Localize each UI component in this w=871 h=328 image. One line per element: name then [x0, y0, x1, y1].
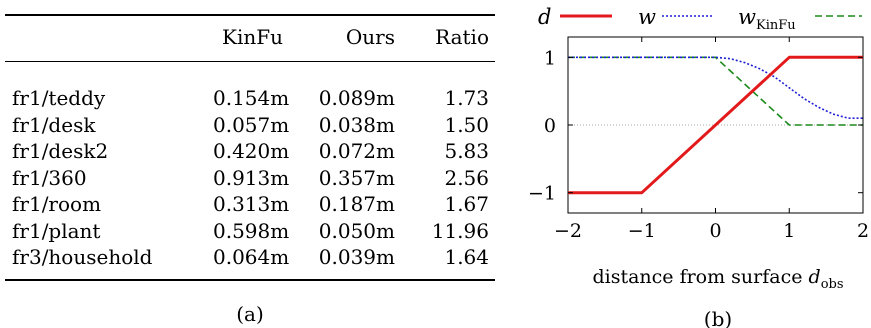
series-d-line [568, 55, 863, 195]
y-tick-label: 1 [544, 47, 556, 69]
table-cell-ours-error: 0.187m [318, 192, 395, 216]
table-header-rule [5, 61, 495, 62]
x-axis-label: distance from surface dobs [592, 266, 843, 292]
table-cell-sequence: fr1/plant [12, 218, 101, 243]
x-axis-subscript: obs [821, 277, 844, 292]
table-cell-ratio: 1.73 [444, 86, 489, 110]
table-top-rule [5, 14, 495, 16]
y-tick-label: −1 [528, 183, 556, 205]
table-cell-ratio: 2.56 [444, 165, 489, 190]
results-table: KinFu Ours Ratio fr1/teddy 0.154m 0.089m 1.… [5, 14, 495, 326]
table-cell-kinfu-error: 0.420m [213, 139, 290, 163]
table-cell-ours-error: 0.050m [318, 218, 395, 243]
table-cell-sequence: fr1/desk2 [12, 139, 109, 163]
header-ours: Ours [345, 25, 395, 49]
header-ratio: Ratio [435, 25, 489, 49]
legend-subscript: KinFu [756, 18, 796, 33]
x-tick-label: 0 [709, 220, 721, 242]
table-cell-sequence: fr1/room [12, 192, 102, 216]
x-tick-label: 1 [783, 220, 795, 242]
table-cell-ratio: 5.83 [444, 139, 489, 163]
legend-label: d [538, 5, 551, 29]
series-w-kinfu-line [568, 56, 863, 126]
series-w-line [568, 56, 863, 119]
y-tick-label: 0 [544, 115, 556, 137]
table-cell-ratio: 1.50 [444, 112, 489, 137]
table-cell-kinfu-error: 0.064m [213, 245, 290, 269]
table-cell-sequence: fr3/household [12, 245, 153, 269]
table-cell-ours-error: 0.039m [318, 245, 395, 269]
x-tick-label: −2 [554, 220, 582, 242]
table-cell-ours-error: 0.038m [318, 112, 395, 137]
table-cell-kinfu-error: 0.154m [213, 86, 290, 110]
table-cell-ratio: 1.67 [444, 192, 489, 216]
table-cell-ours-error: 0.072m [318, 139, 395, 163]
table-cell-sequence: fr1/360 [12, 165, 87, 190]
table-cell-kinfu-error: 0.057m [213, 112, 290, 137]
table-cell-sequence: fr1/teddy [12, 86, 106, 110]
table-cell-sequence: fr1/desk [12, 112, 96, 137]
table-cell-ours-error: 0.357m [318, 165, 395, 190]
table-bottom-rule [5, 279, 495, 281]
x-tick-label: −1 [628, 220, 656, 242]
caption-b: (b) [704, 307, 732, 328]
table-cell-ours-error: 0.089m [318, 86, 395, 110]
table-cell-ratio: 11.96 [431, 218, 489, 243]
table-cell-kinfu-error: 0.313m [213, 192, 290, 216]
legend-label: wKinFu [738, 5, 796, 33]
table-cell-kinfu-error: 0.598m [213, 218, 290, 243]
x-tick-label: 2 [857, 220, 869, 242]
header-kinfu: KinFu [222, 25, 283, 49]
x-axis-symbol: d [809, 266, 821, 288]
table-cell-ratio: 1.64 [444, 245, 489, 269]
legend: d w wKinFu [538, 5, 862, 33]
caption-a: (a) [236, 302, 264, 326]
table-cell-kinfu-error: 0.913m [213, 165, 290, 190]
legend-label: w [638, 5, 656, 29]
